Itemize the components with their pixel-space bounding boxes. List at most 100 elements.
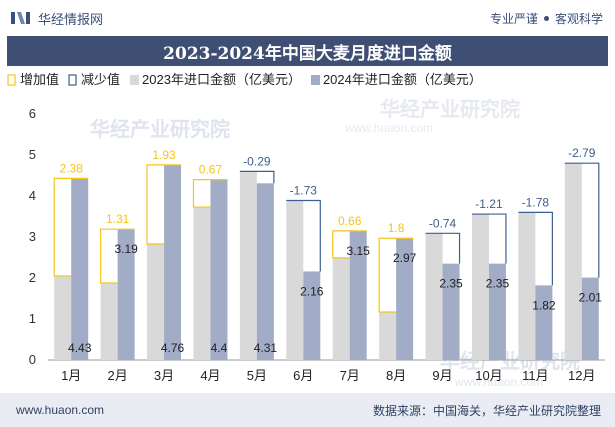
top-bar: 华经情报网 专业严谨 客观科学	[0, 0, 615, 36]
change-bracket	[239, 170, 275, 184]
bar-2024	[442, 263, 460, 360]
bar-value-label: 2.35	[439, 277, 463, 291]
bar-value-label: 4.31	[254, 341, 278, 355]
y-tick-label: 4	[29, 188, 36, 203]
x-tick-label: 10月	[475, 368, 502, 383]
change-label: 1.93	[152, 148, 176, 162]
watermark-text: 华经产业研究院	[440, 349, 580, 373]
x-tick-label: 8月	[386, 368, 406, 383]
change-bracket	[332, 230, 367, 259]
change-label: 1.31	[106, 212, 130, 226]
change-bracket	[564, 162, 600, 278]
bar-2023	[239, 171, 257, 360]
x-tick-label: 9月	[432, 368, 452, 383]
y-tick-label: 1	[29, 311, 36, 326]
legend-swatch	[130, 75, 140, 85]
chart-title: 2023-2024年中国大麦月度进口金额	[163, 43, 452, 64]
change-label: -1.21	[475, 197, 503, 211]
x-tick-label: 3月	[154, 368, 174, 383]
x-tick-label: 12月	[568, 368, 595, 383]
bullet-dot-icon	[543, 15, 549, 21]
bar-value-label: 1.82	[532, 298, 556, 312]
change-label: 0.66	[338, 214, 362, 228]
legend-label: 增加值	[20, 72, 59, 87]
bar-value-label: 2.16	[300, 284, 324, 298]
change-bracket	[471, 213, 507, 264]
bar-2024	[535, 285, 553, 360]
bar-2023	[332, 257, 350, 360]
change-label: 1.8	[388, 221, 405, 235]
bar-value-label: 4.43	[68, 341, 92, 355]
bar-2023	[286, 200, 304, 360]
change-bracket	[100, 228, 135, 284]
bar-2023	[471, 214, 489, 360]
bar-2023	[147, 243, 165, 360]
chart-area: 华经产业研究院华经产业研究院www.huaon.com华经产业研究院www.hu…	[7, 72, 605, 389]
x-tick-label: 4月	[200, 368, 220, 383]
legend-swatch	[68, 74, 77, 86]
change-label: -0.29	[243, 154, 271, 168]
bar-value-label: 2.01	[579, 291, 603, 305]
legend-swatch	[310, 75, 320, 85]
x-tick-label: 7月	[340, 368, 360, 383]
watermark-url: www.huaon.com	[344, 121, 433, 135]
x-tick-label: 1月	[61, 368, 81, 383]
change-label: 2.38	[60, 161, 84, 175]
bar-2023	[193, 207, 211, 360]
y-tick-label: 3	[29, 229, 36, 244]
bar-2024	[71, 178, 89, 360]
bar-2024	[488, 263, 506, 360]
bar-2023	[379, 312, 397, 360]
y-tick-label: 0	[29, 352, 36, 367]
tagline-left: 专业严谨	[489, 11, 538, 26]
bar-value-label: 3.19	[114, 242, 138, 256]
watermark-url: www.huaon.com	[454, 375, 543, 389]
chart-title-bar: 2023-2024年中国大麦月度进口金额	[7, 36, 608, 66]
tagline: 专业严谨 客观科学	[490, 10, 603, 27]
change-bracket	[146, 164, 182, 245]
bar-value-label: 2.35	[486, 277, 510, 291]
footer-website: www.huaon.com	[16, 403, 105, 417]
change-label: -2.79	[568, 146, 596, 160]
bar-value-label: 2.97	[393, 251, 417, 265]
y-tick-label: 6	[29, 106, 36, 121]
x-tick-label: 11月	[522, 368, 549, 383]
change-label: 0.67	[199, 163, 223, 177]
change-bracket	[53, 177, 89, 277]
footer-bar: www.huaon.com 数据来源：中国海关，华经产业研究院整理	[0, 393, 615, 427]
change-label: -0.74	[429, 216, 457, 230]
bar-2023	[425, 233, 443, 360]
bar-2023	[518, 212, 536, 360]
y-tick-label: 5	[29, 147, 36, 162]
legend-label: 2023年进口金额（亿美元）	[142, 72, 301, 87]
watermark-text: 华经产业研究院	[380, 97, 520, 121]
change-bracket	[425, 232, 461, 264]
change-bracket	[192, 179, 228, 208]
legend-label: 2024年进口金额（亿美元）	[323, 72, 482, 87]
brand-logo-icon	[11, 12, 30, 24]
bar-value-label: 4.4	[211, 341, 228, 355]
y-tick-label: 2	[29, 270, 36, 285]
tagline-right: 客观科学	[554, 11, 603, 26]
bar-2023	[100, 282, 118, 360]
legend-swatch	[7, 74, 16, 86]
x-tick-label: 2月	[108, 368, 128, 383]
change-bracket	[286, 199, 321, 272]
legend-label: 减少值	[81, 72, 120, 87]
change-label: -1.78	[522, 195, 550, 209]
change-label: -1.73	[290, 184, 318, 198]
bar-2024	[581, 277, 599, 360]
bar-2024	[349, 230, 367, 360]
bar-value-label: 4.76	[161, 341, 185, 355]
bar-2024	[256, 183, 274, 360]
bar-2024	[117, 229, 135, 360]
x-tick-label: 5月	[247, 368, 267, 383]
watermark-text: 华经产业研究院	[90, 117, 230, 141]
change-bracket	[378, 237, 414, 313]
bar-2024	[396, 238, 414, 360]
bar-2024	[303, 271, 321, 360]
bar-value-label: 3.15	[347, 244, 371, 258]
footer-source: 数据来源：中国海关，华经产业研究院整理	[372, 403, 601, 418]
change-bracket	[518, 211, 553, 286]
brand: 华经情报网	[10, 9, 103, 28]
